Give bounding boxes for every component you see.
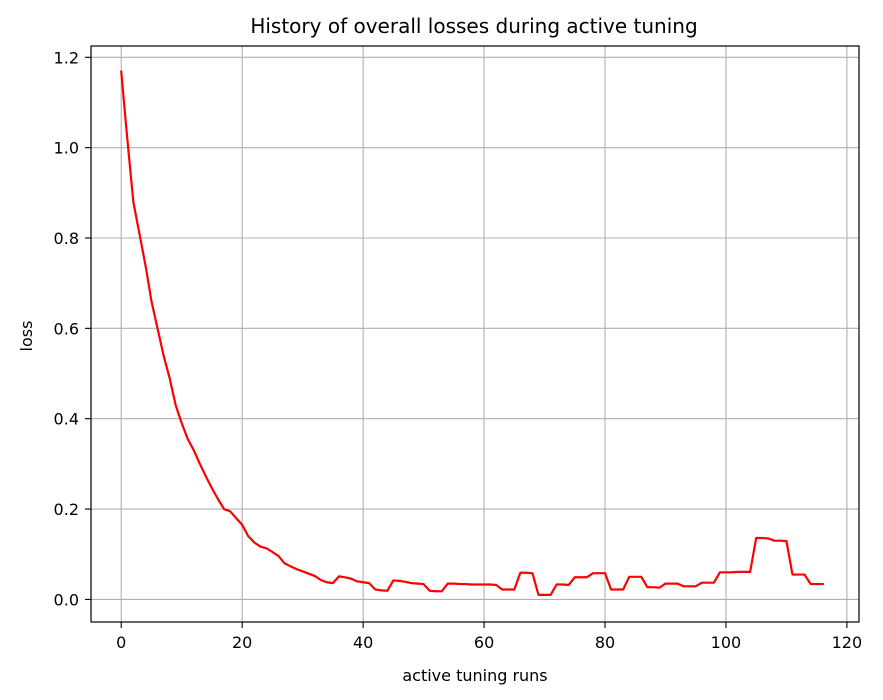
loss-series-line xyxy=(120,70,824,596)
y-tick-label: 0.2 xyxy=(54,500,79,519)
axes-frame xyxy=(90,45,860,623)
x-axis-ticks: 0 20 40 60 80 100 120 xyxy=(116,622,862,652)
y-tick-label: 1.2 xyxy=(54,48,79,67)
y-tick-label: 0.8 xyxy=(54,229,79,248)
y-tick-label: 1.0 xyxy=(54,139,79,158)
grid xyxy=(91,46,859,622)
x-tick-label: 0 xyxy=(116,633,126,652)
series-layer xyxy=(120,70,824,596)
chart-title: History of overall losses during active … xyxy=(250,14,697,38)
y-axis-label: loss xyxy=(17,321,36,352)
y-tick-label: 0.0 xyxy=(54,590,79,609)
x-tick-label: 120 xyxy=(832,633,863,652)
x-tick-label: 40 xyxy=(353,633,373,652)
y-tick-label: 0.6 xyxy=(54,319,79,338)
x-axis-label: active tuning runs xyxy=(402,666,547,685)
x-tick-label: 80 xyxy=(595,633,615,652)
x-tick-label: 60 xyxy=(474,633,494,652)
x-tick-label: 20 xyxy=(232,633,252,652)
y-axis-ticks: 0.0 0.2 0.4 0.6 0.8 1.0 1.2 xyxy=(54,48,91,609)
y-tick-label: 0.4 xyxy=(54,410,79,429)
x-tick-label: 100 xyxy=(711,633,742,652)
